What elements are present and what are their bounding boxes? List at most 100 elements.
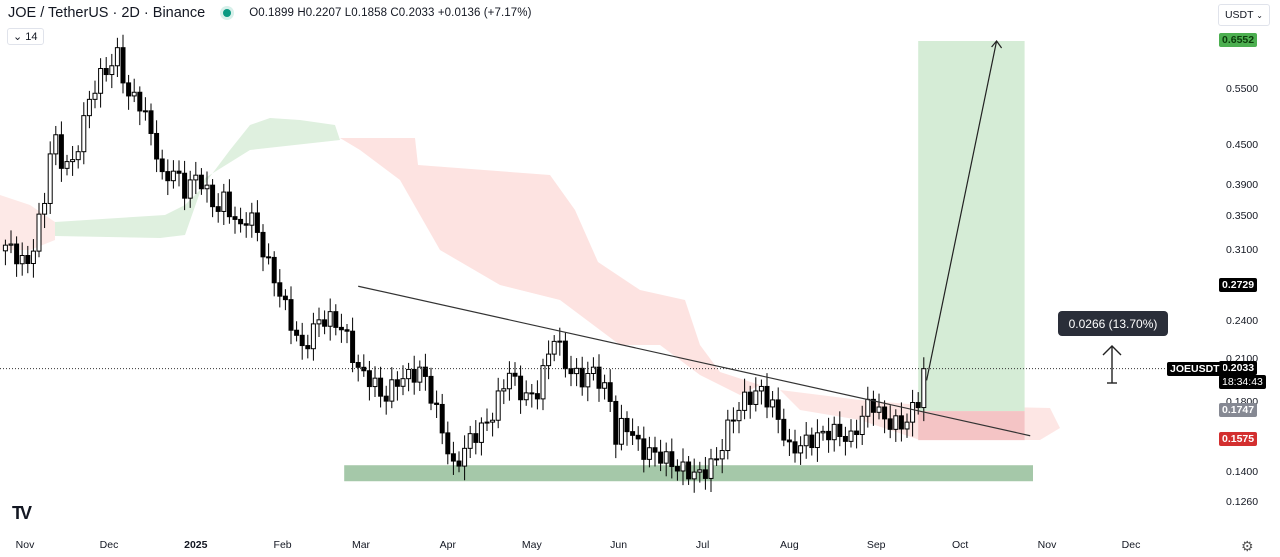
x-tick-label: Dec <box>99 539 119 551</box>
price-tag: 0.2729 <box>1219 278 1258 293</box>
high-value: H0.2207 <box>297 7 342 19</box>
symbol-tag: JOEUSDT <box>1167 362 1223 376</box>
candle-up <box>798 445 804 454</box>
candle-down <box>277 282 283 297</box>
candle-down <box>674 466 680 472</box>
candle-up <box>490 419 496 423</box>
candle-up <box>8 243 14 246</box>
candle-down <box>854 430 860 436</box>
candle-down <box>630 431 636 436</box>
candle-up <box>848 430 854 442</box>
candle-up <box>859 415 865 436</box>
y-tick-label: 0.3500 <box>1226 209 1259 222</box>
candle-up <box>478 422 484 443</box>
candle-up <box>193 174 199 181</box>
candle-up <box>327 311 333 327</box>
candle-up <box>42 202 48 215</box>
x-tick-label: 2025 <box>184 539 208 551</box>
candle-down <box>669 451 675 468</box>
candle-up <box>30 250 36 265</box>
candle-up <box>831 423 837 441</box>
candle-down <box>58 134 64 169</box>
candle-down <box>473 433 479 443</box>
candle-up <box>753 390 759 405</box>
candle-down <box>182 172 188 199</box>
candle-up <box>372 377 378 388</box>
candle-up <box>557 340 563 343</box>
candle-up <box>820 430 826 434</box>
candle-down <box>411 368 417 383</box>
candle-up <box>618 417 624 445</box>
candle-down <box>215 206 221 212</box>
x-tick-label: Mar <box>351 539 371 551</box>
candle-down <box>120 47 126 84</box>
candle-down <box>652 447 658 453</box>
candle-down <box>422 366 428 377</box>
gear-icon[interactable]: ⚙ <box>1241 538 1254 554</box>
candle-down <box>450 453 456 462</box>
arrow-head-icon <box>991 40 1003 49</box>
stop-zone <box>918 411 1025 441</box>
y-tick-label: 0.1400 <box>1226 466 1259 479</box>
candle-up <box>400 378 406 387</box>
candle-up <box>742 391 748 411</box>
x-tick-label: Nov <box>15 539 35 551</box>
change-value: +0.0136 (+7.17%) <box>437 7 532 19</box>
candle-down <box>25 255 31 265</box>
currency-button[interactable]: USDT ⌄ <box>1217 4 1270 26</box>
y-tick-label: 0.3100 <box>1226 243 1259 256</box>
candle-up <box>546 353 552 367</box>
candle-up <box>921 368 927 409</box>
candle-down <box>658 451 664 464</box>
x-tick-label: Feb <box>273 539 292 551</box>
candle-up <box>646 447 652 460</box>
target-zone <box>918 40 1025 412</box>
candle-up <box>310 323 316 350</box>
candle-down <box>378 377 384 397</box>
candle-up <box>590 366 596 374</box>
candle-down <box>14 243 20 265</box>
candle-down <box>394 379 400 387</box>
candle-down <box>915 402 921 409</box>
candle-up <box>53 134 59 155</box>
tradingview-logo: TV <box>12 503 32 523</box>
candle-up <box>142 110 148 113</box>
ohlc-readout: O0.1899 H0.2207 L0.1858 C0.2033 +0.0136 … <box>249 7 531 19</box>
candle-down <box>288 299 294 331</box>
symbol-title[interactable]: JOE / TetherUS · 2D · Binance <box>8 5 206 21</box>
currency-label: USDT <box>1224 9 1254 21</box>
candle-down <box>786 439 792 443</box>
candle-up <box>417 366 423 383</box>
candle-down <box>266 256 272 259</box>
candle-up <box>462 447 468 467</box>
candle-down <box>747 391 753 405</box>
candle-down <box>613 400 619 445</box>
y-tick-label: 0.2400 <box>1226 315 1259 328</box>
candle-down <box>260 231 266 258</box>
candle-up <box>92 92 98 100</box>
candle-up <box>719 450 725 460</box>
candle-down <box>243 223 249 226</box>
candle-down <box>210 184 216 208</box>
candle-up <box>75 151 81 161</box>
candle-down <box>148 110 154 134</box>
candle-up <box>708 458 714 479</box>
candle-down <box>898 415 904 430</box>
x-tick-label: Oct <box>952 539 969 551</box>
candle-up <box>187 179 193 199</box>
candle-down <box>137 91 143 112</box>
candle-down <box>350 330 356 363</box>
candle-down <box>562 340 568 370</box>
price-tag: 0.1575 <box>1219 432 1258 447</box>
candle-down <box>568 368 574 375</box>
candle-up <box>406 368 412 380</box>
candle-up <box>904 421 910 430</box>
candle-down <box>534 393 540 400</box>
price-tag: 0.2033 <box>1219 360 1258 375</box>
candle-up <box>602 382 608 389</box>
indicators-toggle[interactable]: ⌄ 14 <box>7 28 44 45</box>
candle-down <box>355 361 361 368</box>
candle-down <box>428 375 434 404</box>
candle-down <box>518 375 524 401</box>
